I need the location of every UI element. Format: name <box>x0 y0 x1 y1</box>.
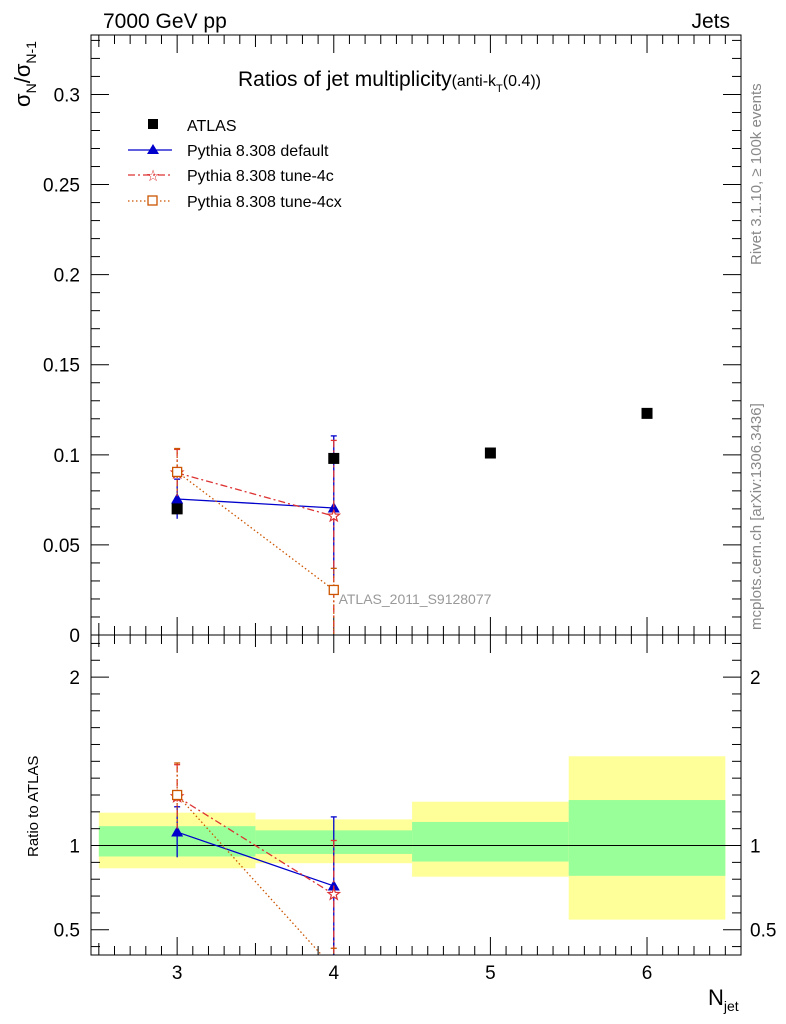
ratio-y-axis-label: Ratio to ATLAS <box>25 756 42 857</box>
ratio-ytick-label-left: 0.5 <box>54 921 80 942</box>
xlabel-sub: jet <box>723 998 739 1014</box>
ratio-ytick-label-right: 0.5 <box>750 921 776 942</box>
chart-title-sub-sub: T <box>496 83 503 95</box>
main-ytick-label: 0 <box>69 626 80 647</box>
data-point-tune4cx <box>328 584 339 596</box>
legend-item-atlas: ATLAS <box>148 118 237 135</box>
legend-label-tune4c: Pythia 8.308 tune-4c <box>187 168 334 185</box>
legend-marker-atlas <box>148 119 158 129</box>
legend-label-atlas: ATLAS <box>187 118 237 135</box>
ratio-series-group <box>169 762 342 955</box>
ratio-panel: 0.5 0.5 1 1 2 2 3 4 5 6 <box>54 634 776 984</box>
legend: ATLAS Pythia 8.308 default ☆ Pythia 8.30… <box>128 118 342 211</box>
chart-title-sub-suffix: (0.4)) <box>503 73 541 90</box>
data-point-tune4c <box>326 886 342 901</box>
series-line-tune4c <box>176 796 335 895</box>
data-point-atlas <box>641 407 653 419</box>
ylabel-mid: /σ <box>10 63 35 83</box>
legend-item-default: Pythia 8.308 default <box>128 143 329 160</box>
series-line-default <box>177 498 334 509</box>
legend-marker-tune4c: ☆ <box>146 168 160 185</box>
legend-item-tune4c: ☆ Pythia 8.308 tune-4c <box>128 168 334 185</box>
series-line-default <box>176 831 334 887</box>
chart-title-main: Ratios of jet multiplicity <box>238 68 452 91</box>
ratio-ytick-label-left: 2 <box>69 668 80 689</box>
ratio-axis-ticks: 0.5 0.5 1 1 2 2 3 4 5 6 <box>54 635 776 984</box>
x-tick-label: 3 <box>172 963 183 984</box>
legend-label-default: Pythia 8.308 default <box>187 143 329 160</box>
x-axis-label: Njet <box>708 985 739 1014</box>
ratio-uncertainty-bands <box>91 756 741 920</box>
series-line-tune4cx <box>176 794 323 955</box>
analysis-tag: ATLAS_2011_S9128077 <box>339 591 492 607</box>
series-line-tune4c <box>176 472 334 517</box>
ratio-band-inner <box>568 800 726 876</box>
legend-marker-default <box>147 144 159 154</box>
main-series-layer <box>169 407 653 635</box>
legend-marker-tune4cx <box>147 195 158 206</box>
x-tick-label: 5 <box>485 963 496 984</box>
x-tick-label: 4 <box>328 963 339 984</box>
header-right-label: Jets <box>691 10 730 33</box>
ratio-frame <box>90 634 742 956</box>
ratio-series-layer <box>169 762 342 955</box>
header-left-label: 7000 GeV pp <box>103 10 227 33</box>
side-label-mcplots: mcplots.cern.ch [arXiv:1306.3436] <box>748 403 765 630</box>
data-point-default <box>171 492 184 504</box>
data-point-tune4cx <box>171 466 183 478</box>
series-line-tune4cx <box>176 471 335 591</box>
ylabel-sigma: σ <box>10 93 35 107</box>
main-ytick-label: 0.2 <box>54 266 80 287</box>
main-ytick-label: 0.3 <box>54 85 80 106</box>
ratio-band-inner <box>412 821 569 862</box>
ratio-ytick-label-right: 1 <box>750 837 761 858</box>
data-point-tune4cx <box>171 789 183 801</box>
data-point-atlas <box>484 447 496 459</box>
main-ytick-label: 0.25 <box>43 176 80 197</box>
xlabel-main: N <box>708 985 724 1010</box>
ylabel-sub-n: N <box>23 83 39 93</box>
chart-title: Ratios of jet multiplicity(anti-kT(0.4)) <box>238 68 541 95</box>
main-ytick-label: 0.1 <box>54 446 80 467</box>
main-panel: 0 0.05 0.1 0.15 0.2 0.25 0.3 <box>43 34 742 647</box>
ylabel-sub-n1: N-1 <box>23 41 39 64</box>
data-point-default <box>327 879 340 891</box>
data-point-atlas <box>171 503 183 515</box>
data-point-default <box>171 826 184 837</box>
data-point-atlas <box>328 452 340 464</box>
main-ytick-label: 0.05 <box>43 536 80 557</box>
chart-title-sub-prefix: (anti-k <box>452 73 497 90</box>
legend-item-tune4cx: Pythia 8.308 tune-4cx <box>128 194 342 211</box>
x-tick-label: 6 <box>642 963 653 984</box>
main-y-axis-label: σN/σN-1 <box>10 41 39 107</box>
legend-label-tune4cx: Pythia 8.308 tune-4cx <box>187 194 342 211</box>
ratio-ytick-label-left: 1 <box>69 837 80 858</box>
side-label-rivet: Rivet 3.1.10, ≥ 100k events <box>748 83 765 265</box>
data-point-tune4c <box>326 508 342 523</box>
main-ytick-label: 0.15 <box>43 356 80 377</box>
ratio-ytick-label-right: 2 <box>750 668 761 689</box>
main-axis-ticks: 0 0.05 0.1 0.15 0.2 0.25 0.3 <box>43 35 741 647</box>
